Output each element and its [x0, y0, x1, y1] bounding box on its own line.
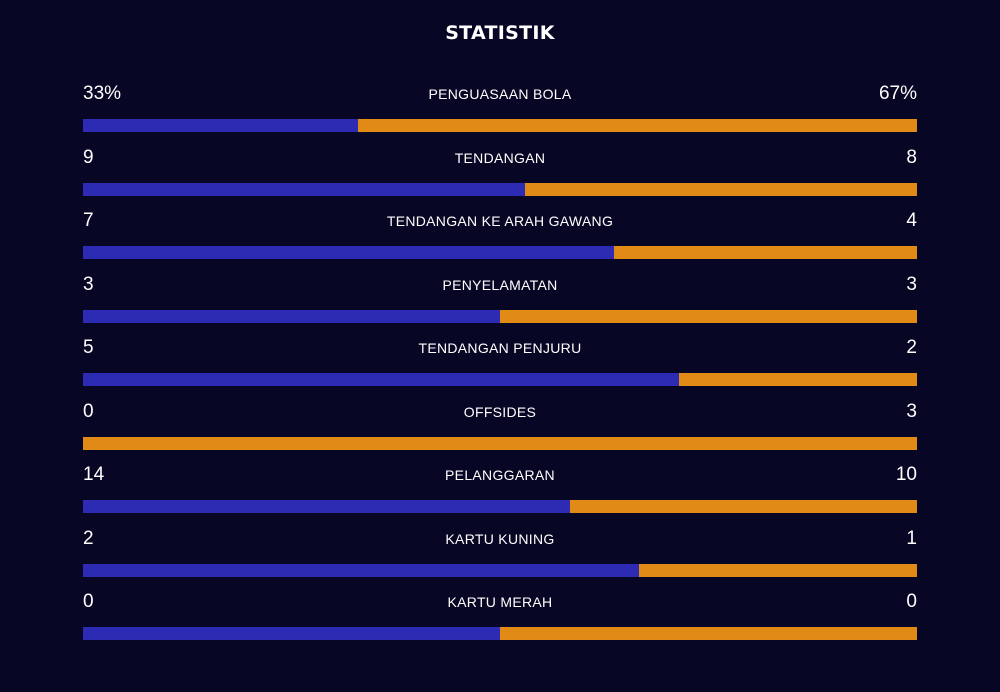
home-value: 7 [83, 210, 94, 231]
away-value: 1 [906, 527, 917, 549]
stat-label: KARTU KUNING [445, 530, 555, 547]
home-value: 5 [83, 337, 94, 358]
stat-label: PENGUASAAN BOLA [428, 86, 572, 102]
stat-label: TENDANGAN [454, 149, 546, 166]
stats-list: 33% PENGUASAAN BOLA 67% 9 TENDANGAN 8 7 … [83, 80, 917, 652]
away-bar [500, 627, 917, 640]
home-bar [83, 563, 639, 577]
comparison-bar [83, 500, 917, 513]
away-bar [678, 373, 917, 386]
stat-row-shots-on-target: 7 TENDANGAN KE ARAH GAWANG 4 [83, 207, 917, 271]
home-value: 9 [83, 146, 94, 168]
home-bar [83, 627, 500, 640]
comparison-bar [83, 182, 917, 196]
away-value: 0 [906, 591, 917, 612]
away-bar [569, 500, 917, 513]
stat-label: TENDANGAN KE ARAH GAWANG [386, 213, 614, 229]
home-bar [83, 119, 359, 132]
stat-label: PELANGGARAN [445, 467, 555, 483]
away-bar [524, 182, 917, 196]
away-value: 4 [906, 210, 917, 231]
comparison-bar [83, 627, 917, 640]
comparison-bar [83, 309, 917, 323]
home-value: 33% [83, 83, 122, 104]
stats-title: STATISTIK [445, 22, 555, 44]
stat-row-offsides: 0 OFFSIDES 3 [83, 398, 917, 462]
away-bar [613, 246, 917, 259]
home-value: 0 [83, 591, 94, 612]
stat-row-possession: 33% PENGUASAAN BOLA 67% [83, 80, 917, 144]
away-bar [358, 119, 917, 132]
away-bar [500, 309, 917, 323]
stat-label: KARTU MERAH [447, 594, 553, 610]
away-value: 8 [906, 146, 917, 168]
home-value: 0 [83, 400, 94, 422]
home-bar [83, 373, 679, 386]
away-value: 10 [895, 464, 917, 485]
home-value: 14 [83, 464, 105, 485]
comparison-bar [83, 563, 917, 577]
home-bar [83, 309, 500, 323]
away-bar [638, 563, 917, 577]
home-bar [83, 182, 525, 196]
comparison-bar [83, 119, 917, 132]
home-value: 2 [83, 527, 94, 549]
away-bar [83, 436, 917, 450]
away-value: 67% [878, 83, 917, 104]
stat-label: TENDANGAN PENJURU [418, 340, 582, 356]
comparison-bar [83, 436, 917, 450]
away-value: 2 [906, 337, 917, 358]
away-value: 3 [906, 273, 917, 295]
stat-row-red-cards: 0 KARTU MERAH 0 [83, 588, 917, 652]
stat-row-yellow-cards: 2 KARTU KUNING 1 [83, 525, 917, 589]
stat-label: PENYELAMATAN [442, 276, 558, 293]
stat-label: OFFSIDES [463, 403, 537, 420]
stat-row-saves: 3 PENYELAMATAN 3 [83, 271, 917, 335]
away-value: 3 [906, 400, 917, 422]
comparison-bar [83, 373, 917, 386]
home-bar [83, 500, 570, 513]
stat-row-shots: 9 TENDANGAN 8 [83, 144, 917, 208]
stat-row-fouls: 14 PELANGGARAN 10 [83, 461, 917, 525]
comparison-bar [83, 246, 917, 259]
home-value: 3 [83, 273, 94, 295]
home-bar [83, 246, 614, 259]
stat-row-corners: 5 TENDANGAN PENJURU 2 [83, 334, 917, 398]
